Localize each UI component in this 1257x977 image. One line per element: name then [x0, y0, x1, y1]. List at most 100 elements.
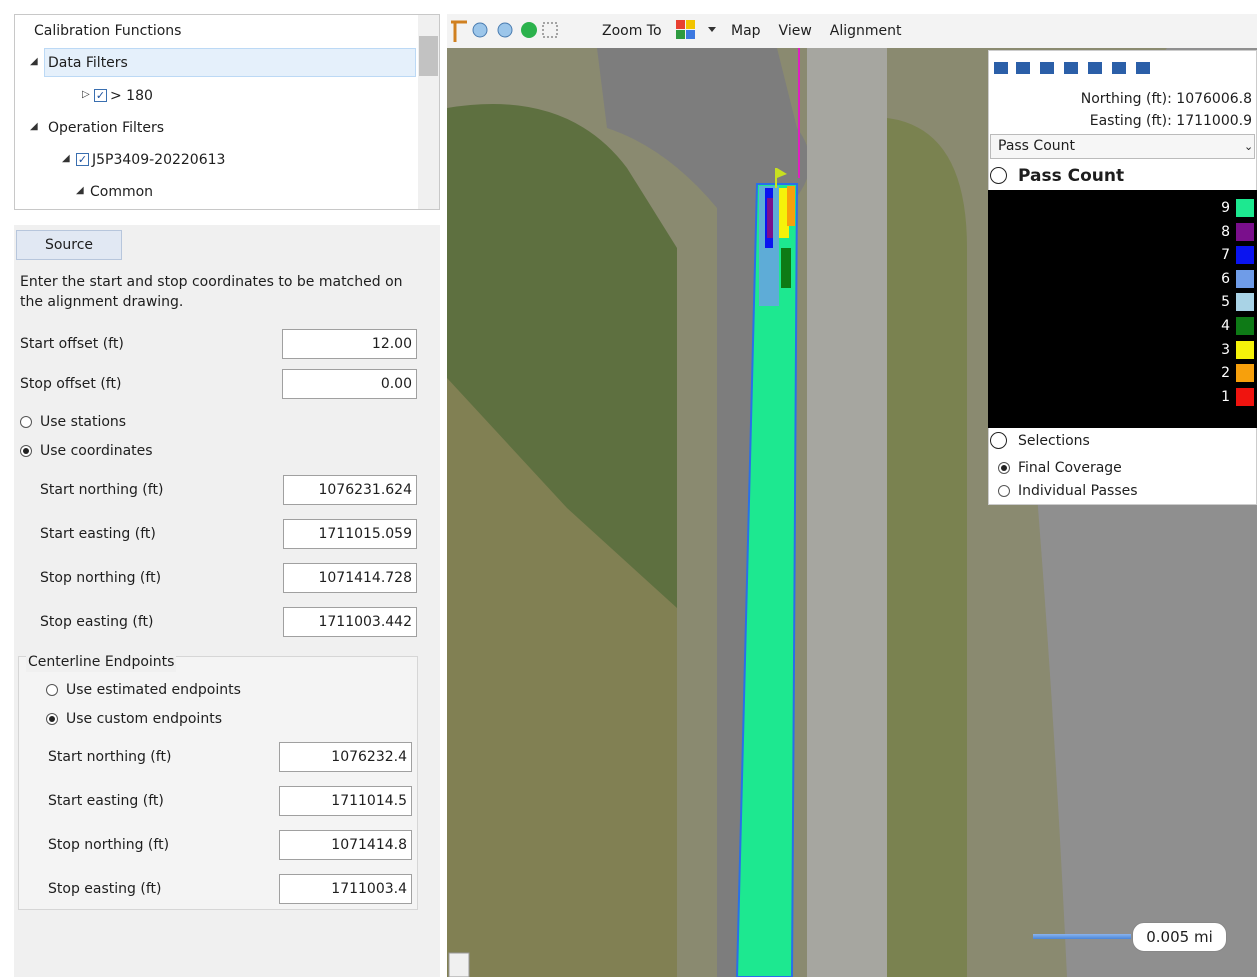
coverage-patch: [787, 186, 795, 226]
group-title: Centerline Endpoints: [26, 652, 177, 672]
field-input[interactable]: 1071414.8: [279, 830, 412, 860]
source-button[interactable]: Source: [16, 230, 122, 260]
radio-label[interactable]: Use estimated endpoints: [66, 682, 241, 698]
menu[interactable]: View: [778, 23, 812, 39]
field-input[interactable]: 1711015.059: [283, 519, 417, 549]
radio-label[interactable]: Use coordinates: [40, 443, 153, 459]
legend-title: Pass Count: [1018, 166, 1125, 186]
tree-item[interactable]: > 180: [110, 88, 153, 104]
zoom-out-icon[interactable]: [472, 22, 488, 38]
radio-label[interactable]: Use stations: [40, 414, 127, 430]
legend-label: 9: [1221, 200, 1230, 216]
legend-swatch: [1236, 199, 1254, 217]
selections-title: Selections: [1018, 433, 1090, 449]
checkbox[interactable]: ✓: [76, 153, 89, 166]
expander[interactable]: ◢: [30, 56, 38, 67]
field-right: [887, 118, 967, 977]
radio[interactable]: [20, 416, 32, 428]
legend-label: 2: [1221, 365, 1230, 382]
dropdown-arrow[interactable]: ⌄: [1244, 140, 1254, 153]
expander[interactable]: ◢: [62, 153, 70, 164]
radio[interactable]: [46, 684, 58, 696]
menu[interactable]: Alignment: [829, 23, 902, 39]
easting: Easting (ft): 1711000.9: [1089, 113, 1252, 129]
field-input[interactable]: 1711014.5: [279, 786, 412, 816]
coverage-strip: [735, 183, 799, 977]
legend-label: 3: [1221, 341, 1230, 358]
tree-item[interactable]: Calibration Functions: [34, 23, 182, 39]
tree-item[interactable]: Data Filters: [48, 55, 128, 71]
field-input[interactable]: 1076232.4: [279, 742, 412, 772]
toolbar-icons: [451, 20, 558, 42]
layer-icon[interactable]: [672, 18, 722, 44]
expander[interactable]: ◢: [30, 121, 38, 132]
tree-item[interactable]: Operation Filters: [48, 120, 165, 136]
field-label: Stop easting (ft): [48, 881, 162, 897]
radio[interactable]: [46, 713, 58, 725]
tree-panel: [14, 14, 440, 210]
field-label: Start offset (ft): [20, 336, 124, 352]
legend-swatch: [1236, 364, 1254, 383]
selected-row: [44, 48, 416, 77]
radio-label[interactable]: Final Coverage: [1018, 460, 1122, 476]
road-center: [807, 48, 887, 977]
legend-swatch: [1236, 269, 1254, 288]
zoom-in-icon[interactable]: [497, 22, 513, 38]
back-icon[interactable]: [521, 22, 537, 38]
expander[interactable]: ▷: [82, 89, 90, 100]
field-input[interactable]: 1076231.624: [283, 475, 417, 505]
field-label: Stop easting (ft): [40, 614, 154, 630]
coverage-patch: [779, 188, 789, 238]
radio-label[interactable]: Use custom endpoints: [66, 711, 222, 727]
expander[interactable]: ◢: [76, 185, 84, 196]
centerline-group: [18, 656, 418, 910]
collapse-icon[interactable]: [990, 432, 1007, 449]
field-left-dry: [447, 378, 677, 977]
legend-swatch: [1236, 340, 1254, 359]
menu[interactable]: Map: [731, 23, 761, 39]
field-input[interactable]: 12.00: [282, 329, 417, 359]
zoom-to[interactable]: Zoom To: [602, 23, 662, 39]
legend-label: 1: [1221, 388, 1230, 405]
collapse-icon[interactable]: [990, 167, 1007, 184]
coverage-patch: [767, 198, 773, 238]
map-corner-button[interactable]: [448, 952, 470, 977]
field-label: Start northing (ft): [40, 482, 164, 498]
tree-item[interactable]: J5P3409-20220613: [92, 152, 226, 168]
tree-item[interactable]: Common: [90, 184, 154, 200]
field-input[interactable]: 0.00: [282, 369, 417, 399]
field-label: Stop northing (ft): [40, 570, 162, 586]
legend-swatch: [1236, 387, 1254, 406]
field-input[interactable]: 1711003.442: [283, 607, 417, 637]
legend-swatch: [1236, 317, 1254, 335]
legend-dropdown[interactable]: Pass Count: [990, 134, 1255, 159]
start-flag: [775, 168, 787, 188]
radio[interactable]: [998, 462, 1010, 474]
scale-label: 0.005 mi: [1132, 922, 1227, 952]
northing: Northing (ft): 1076006.8: [1080, 91, 1252, 107]
radio-label[interactable]: Individual Passes: [1018, 483, 1138, 499]
field-label: Stop northing (ft): [48, 837, 170, 853]
radio[interactable]: [998, 485, 1010, 497]
checkbox[interactable]: ✓: [94, 89, 107, 102]
legend-label: 4: [1221, 318, 1230, 334]
legend-label: 7: [1221, 247, 1230, 264]
instructions: Enter the start and stop coordinates to …: [20, 274, 403, 310]
select-icon[interactable]: [542, 22, 558, 38]
ruler-icon[interactable]: [451, 20, 467, 42]
field-label: Start northing (ft): [48, 749, 172, 765]
map: [447, 48, 1257, 977]
scroll-thumb[interactable]: [419, 36, 438, 76]
radio[interactable]: [20, 445, 32, 457]
legend-label: 8: [1221, 223, 1230, 240]
field-label: Stop offset (ft): [20, 376, 122, 392]
field-input[interactable]: 1071414.728: [283, 563, 417, 593]
field-label: Start easting (ft): [48, 793, 164, 809]
field-input[interactable]: 1711003.4: [279, 874, 412, 904]
toolbar: [447, 14, 1257, 48]
scale-bar: [1033, 934, 1131, 939]
legend-label: 6: [1221, 270, 1230, 287]
legend-swatch: [1236, 222, 1254, 241]
